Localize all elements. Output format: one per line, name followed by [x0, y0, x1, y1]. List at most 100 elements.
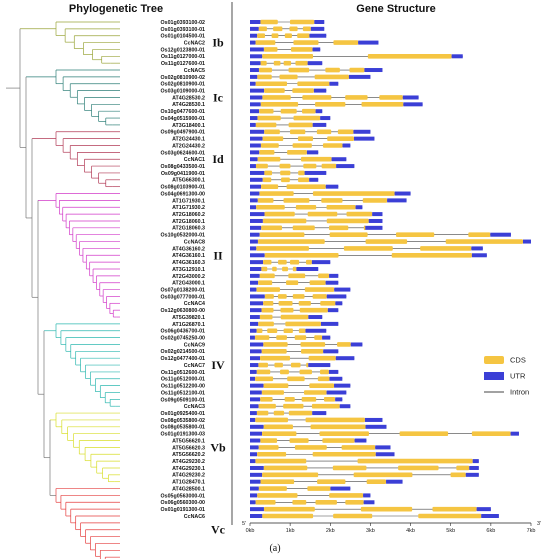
utr-block [250, 116, 258, 121]
utr-block [250, 349, 262, 354]
utr-block [372, 212, 383, 217]
gene-label: CcNAC9 [184, 342, 205, 348]
clade-label: Ib [212, 36, 224, 50]
utr-block [451, 54, 463, 59]
cds-block [260, 102, 299, 107]
utr-block [363, 500, 375, 505]
legend-label: UTR [510, 372, 526, 381]
gene-model [250, 88, 327, 93]
utr-block [309, 177, 319, 182]
cds-block [260, 143, 279, 148]
gene-label: CcNAC8 [184, 239, 205, 245]
gene-model [250, 246, 483, 251]
cds-block [327, 136, 354, 141]
utr-block [314, 20, 325, 24]
cds-block [256, 204, 285, 210]
utr-block [310, 26, 325, 31]
gene-label: Os11g0127600-01 [161, 61, 205, 67]
cds-block [357, 458, 473, 464]
gene-model [250, 451, 395, 457]
utr-block [250, 479, 261, 484]
gene-label: Os01g0393100-02 [161, 20, 206, 26]
cds-block [260, 438, 278, 443]
cds-block [337, 342, 351, 347]
gene-label: Os11g0512200-00 [161, 384, 205, 390]
gene-model [250, 67, 383, 73]
cds-block [322, 143, 343, 148]
gene-label: AT2G43000.1 [172, 281, 205, 287]
gene-label: Os03g0624600-01 [161, 150, 206, 156]
utr-block [250, 129, 265, 134]
cds-block [349, 67, 365, 73]
gene-model [250, 40, 379, 45]
gene-label: AT4G29230.2 [172, 459, 205, 465]
utr-block [307, 61, 323, 66]
cds-block [322, 438, 355, 443]
utr-block [364, 68, 383, 73]
cds-block [298, 328, 306, 334]
cds-block [260, 19, 278, 25]
utr-block [330, 486, 351, 491]
cds-block [345, 499, 364, 505]
cds-block [332, 465, 367, 471]
cds-block [283, 60, 292, 66]
cds-block [399, 431, 449, 436]
gene-label: AT5G66300.1 [172, 178, 205, 184]
cds-block [255, 499, 276, 505]
cds-block [262, 472, 319, 478]
gene-label: AT3G18400.1 [172, 123, 205, 129]
cds-block [292, 143, 312, 148]
utr-block [323, 349, 339, 354]
utr-block [328, 369, 339, 374]
utr-block [296, 267, 319, 271]
gene-label: Os11g0512100-01 [161, 390, 205, 396]
cds-block [259, 232, 305, 237]
gene-label: AT5G56620.1 [172, 438, 205, 444]
cds-block [293, 40, 319, 45]
utr-block [490, 232, 511, 237]
gene-model [250, 301, 343, 306]
gene-model [250, 252, 487, 258]
utr-block [250, 514, 263, 518]
cds-block [328, 225, 349, 231]
utr-block [313, 88, 327, 93]
cds-block [263, 47, 278, 52]
utr-block [353, 129, 371, 134]
utr-block [387, 198, 407, 203]
gene-model [250, 321, 339, 327]
gene-model [250, 239, 531, 244]
utr-block [481, 514, 499, 518]
cds-block [255, 458, 307, 464]
cds-block [262, 218, 307, 224]
gene-model [250, 191, 411, 196]
gene-label: CcNAC2 [184, 40, 205, 46]
gene-label: Os06g0560300-00 [161, 500, 206, 506]
utr-block [329, 81, 339, 86]
cds-block [255, 163, 268, 169]
utr-block [335, 356, 355, 361]
cds-block [258, 280, 273, 286]
cds-block [326, 204, 356, 210]
gene-model [250, 177, 319, 183]
cds-block [283, 198, 310, 203]
cds-block [264, 129, 280, 135]
utr-block [469, 465, 479, 470]
utr-block [364, 417, 383, 422]
gene-label: Os02g0214500-01 [161, 349, 206, 355]
utr-block [250, 301, 264, 306]
gene-model [250, 335, 331, 340]
utr-block [250, 40, 256, 45]
cds-block [304, 287, 335, 292]
cds-block [289, 26, 298, 32]
cds-block [297, 81, 330, 87]
cds-block [300, 342, 326, 347]
cds-block [284, 33, 292, 39]
gene-model [250, 122, 327, 128]
cds-block [333, 40, 359, 45]
legend-label: CDS [510, 356, 526, 365]
cds-block [289, 438, 309, 443]
utr-block [250, 335, 255, 340]
cds-block [280, 170, 291, 176]
utr-block [365, 225, 383, 230]
utr-block [354, 438, 367, 443]
